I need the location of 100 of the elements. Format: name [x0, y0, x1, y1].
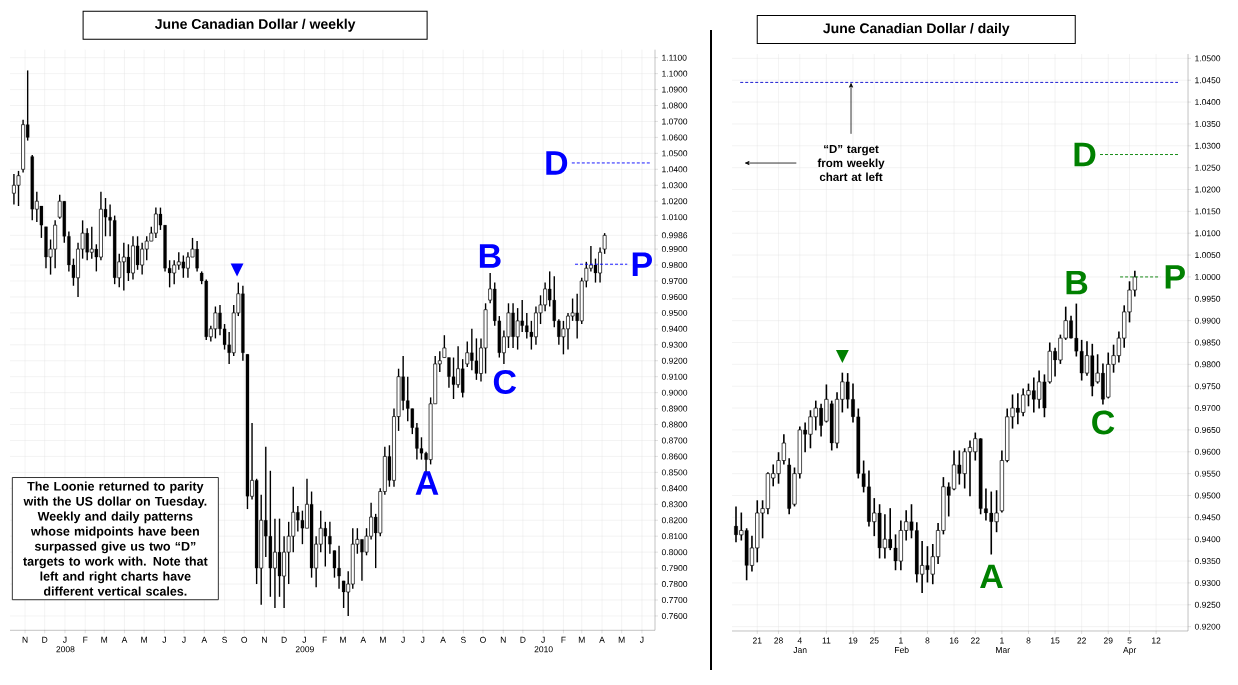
y-tick-label: 1.0000: [1195, 273, 1221, 280]
x-tick-label: M: [101, 636, 108, 643]
x-tick-label: F: [83, 636, 88, 643]
y-tick-label: 0.9450: [1194, 514, 1221, 521]
x-tick-label: M: [578, 636, 585, 643]
y-tick-label: 0.9750: [1194, 383, 1221, 390]
x-tick-label: A: [599, 636, 605, 643]
y-tick-label: 0.9700: [661, 277, 688, 284]
y-tick-label: 0.9600: [661, 293, 688, 300]
annotation: C: [493, 369, 517, 394]
x-tick-label: J: [162, 636, 166, 643]
x-tick-label: 1 Feb: [895, 637, 909, 653]
x-tick-label: 8: [1026, 637, 1031, 644]
y-tick-label: 0.9500: [1194, 492, 1221, 499]
x-tick-label: O: [241, 636, 248, 643]
y-tick-label: 1.0450: [1195, 77, 1221, 84]
y-tick-label: 0.9950: [1194, 295, 1221, 302]
x-tick-label: 22: [1077, 637, 1086, 644]
x-tick-label: 29: [1103, 637, 1113, 644]
x-tick-label: J: [401, 636, 405, 643]
x-tick-label: J 2008: [56, 636, 75, 653]
x-tick-label: S: [460, 636, 466, 643]
x-tick-label: D: [42, 636, 48, 643]
y-tick-label: 0.9350: [1194, 558, 1221, 565]
x-tick-label: M: [141, 636, 147, 643]
y-tick-label: 0.7800: [661, 581, 688, 588]
y-tick-label: 0.8600: [661, 453, 688, 460]
annotation: ▼: [230, 263, 244, 277]
x-tick-label: M: [618, 636, 625, 643]
x-tick-label: J 2009: [295, 636, 314, 653]
x-tick-label: 25: [869, 637, 879, 644]
x-tick-label: 28: [774, 637, 783, 644]
y-tick-label: 0.9800: [661, 262, 688, 269]
x-tick-label: D: [520, 636, 526, 643]
annotation: B: [1066, 270, 1088, 295]
y-tick-label: 0.9300: [1194, 579, 1221, 586]
y-tick-label: 0.8500: [661, 469, 688, 476]
y-tick-label: 1.0400: [1195, 99, 1221, 106]
y-tick-label: 0.9550: [1194, 470, 1221, 477]
y-tick-label: 1.0100: [1195, 230, 1221, 237]
x-tick-label: D: [281, 636, 287, 643]
x-tick-label: A: [360, 636, 367, 643]
y-tick-label: 0.7900: [661, 565, 688, 572]
annotation: “D” target from weekly chart at left: [817, 145, 885, 182]
x-tick-label: J: [639, 636, 644, 643]
x-tick-label: A: [121, 636, 128, 643]
x-tick-label: 19: [848, 637, 858, 644]
y-tick-label: 1.0050: [1195, 252, 1221, 259]
y-tick-label: 0.9250: [1194, 601, 1221, 608]
y-tick-label: 0.9400: [661, 325, 688, 332]
y-tick-label: 0.9000: [661, 389, 688, 396]
y-tick-label: 1.0200: [662, 198, 688, 205]
x-tick-label: 22: [971, 637, 980, 644]
ref-line-label: D: [546, 151, 568, 175]
y-tick-label: 0.9200: [1194, 623, 1221, 630]
annotation: The Loonie returned to parity with the US dollar on Tuesday. Weekly and daily patterns whose midpoints have been surpassed give us two “D” targets to work with. Note that left and right charts have different vertical scales.: [23, 481, 208, 596]
ref-line-label: D: [1074, 142, 1096, 167]
y-tick-label: 1.0250: [1195, 164, 1221, 171]
y-tick-label: 0.9600: [1194, 448, 1221, 455]
x-tick-label: 16: [949, 637, 959, 644]
x-tick-label: 11: [822, 637, 831, 644]
x-tick-label: F: [322, 636, 327, 643]
chart-title: June Canadian Dollar / weekly: [154, 18, 356, 32]
y-tick-label: 1.0900: [662, 86, 688, 93]
x-tick-label: M: [340, 636, 346, 643]
y-tick-label: 0.9986: [661, 232, 688, 239]
y-tick-label: 1.0700: [662, 118, 688, 125]
x-tick-label: F: [561, 636, 566, 643]
x-tick-label: 12: [1152, 637, 1161, 644]
y-tick-label: 1.0500: [662, 150, 688, 157]
y-tick-label: 1.0300: [662, 182, 688, 189]
y-tick-label: 1.0100: [662, 214, 688, 221]
x-tick-label: 1 Mar: [996, 637, 1010, 653]
y-tick-label: 0.9300: [661, 341, 688, 348]
y-tick-label: 1.1000: [662, 70, 688, 77]
y-tick-label: 0.8000: [661, 549, 688, 556]
y-tick-label: 0.8900: [661, 405, 688, 412]
y-tick-label: 1.0600: [662, 134, 688, 141]
x-tick-label: N: [500, 636, 506, 643]
y-tick-label: 0.9700: [1194, 405, 1221, 412]
y-tick-label: 0.9850: [1194, 339, 1221, 346]
y-tick-label: 0.8700: [661, 437, 688, 444]
annotation: ▼: [835, 350, 849, 363]
x-tick-label: M: [380, 636, 386, 643]
y-tick-label: 0.9200: [661, 357, 688, 364]
annotation: C: [1092, 410, 1115, 435]
y-tick-label: 1.0300: [1195, 142, 1221, 149]
y-tick-label: 0.9800: [1194, 361, 1221, 368]
y-tick-label: 0.8400: [661, 485, 688, 492]
annotation: A: [415, 471, 439, 495]
y-tick-label: 1.0400: [662, 166, 688, 173]
annotation: B: [479, 244, 501, 268]
x-tick-label: 4 Jan: [793, 637, 807, 653]
chart-title: June Canadian Dollar / daily: [823, 22, 1010, 37]
x-tick-label: 5 Apr: [1123, 637, 1137, 655]
y-tick-label: 0.9900: [661, 246, 688, 253]
y-tick-label: 0.8300: [661, 501, 688, 508]
x-tick-label: J: [182, 636, 186, 643]
ref-line-label: P: [632, 252, 652, 276]
x-tick-label: J: [420, 636, 425, 643]
